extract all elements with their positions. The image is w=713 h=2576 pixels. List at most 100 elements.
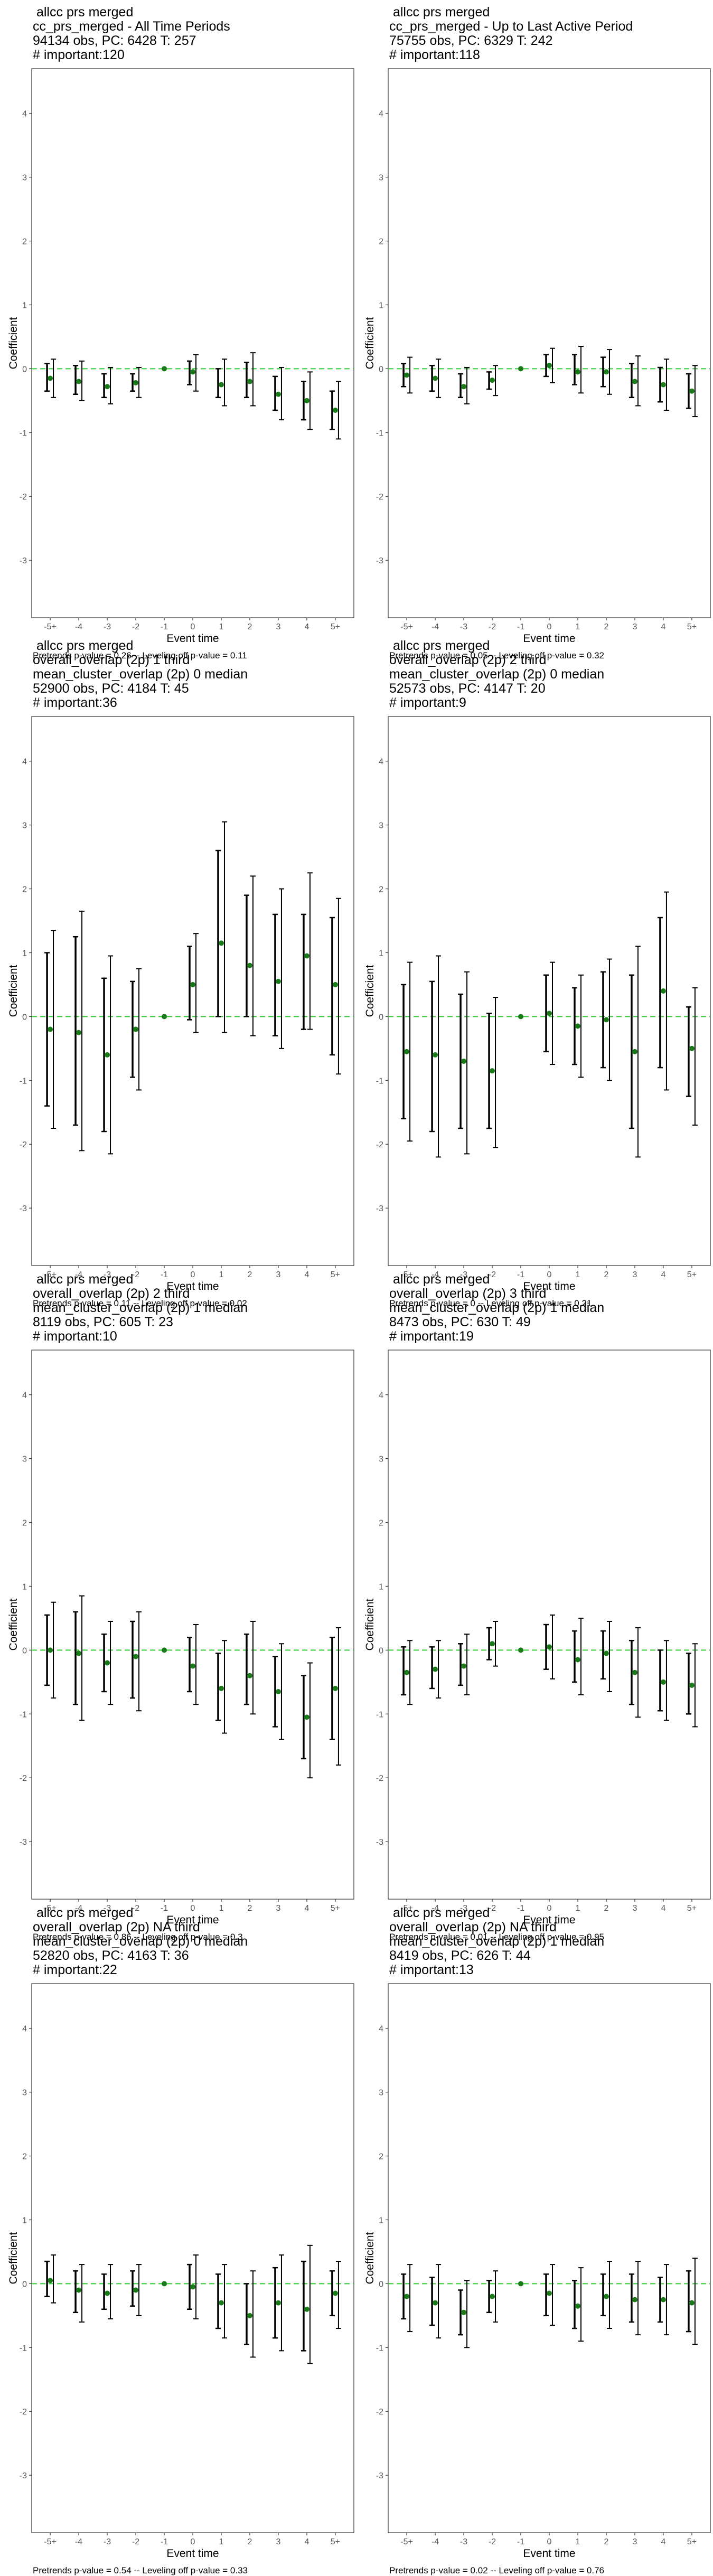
x-tick-label: 5+ xyxy=(687,1904,697,1913)
y-tick-label: 1 xyxy=(22,1582,27,1591)
chart-title: allcc prs merged cc_prs_merged - Up to La… xyxy=(389,5,633,62)
chart-title-line: mean_cluster_overlap (2p) 1 median xyxy=(389,1934,605,1949)
estimate-point xyxy=(490,2294,495,2299)
x-tick-label: -1 xyxy=(517,1904,524,1913)
chart-panel: allcc prs merged cc_prs_merged - All Time… xyxy=(5,0,356,660)
x-tick-label: -5+ xyxy=(400,622,413,631)
y-tick-label: 3 xyxy=(22,2089,27,2098)
estimate-point xyxy=(304,953,309,959)
plot-frame xyxy=(388,1350,711,1900)
y-axis-label: Coefficient xyxy=(7,965,20,1017)
x-tick-label: -1 xyxy=(161,1904,168,1913)
y-tick-label: 1 xyxy=(22,301,27,310)
x-tick-label: -4 xyxy=(75,1904,82,1913)
estimate-point xyxy=(461,1663,467,1669)
y-tick-label: 2 xyxy=(379,885,383,894)
estimate-point xyxy=(247,963,252,968)
estimate-point xyxy=(105,1052,110,1058)
y-tick-label: 0 xyxy=(379,2280,383,2289)
estimate-point xyxy=(575,1023,580,1029)
x-tick-label: 0 xyxy=(191,2537,195,2546)
estimate-point xyxy=(547,1011,552,1016)
chart-title-line: overall_overlap (2p) 2 third xyxy=(33,1286,190,1301)
y-tick-label: 3 xyxy=(379,174,383,183)
chart-title-line: mean_cluster_overlap (2p) 0 median xyxy=(33,1934,248,1949)
y-tick-label: -2 xyxy=(20,1140,27,1149)
chart-title-line: mean_cluster_overlap (2p) 1 median xyxy=(389,1300,605,1315)
x-tick-label: 1 xyxy=(576,1904,580,1913)
p-value-footnote: Pretrends p-value = 0.54 -- Leveling off… xyxy=(33,2565,248,2575)
x-tick-label: 1 xyxy=(219,1904,224,1913)
x-axis-label: Event time xyxy=(523,1914,575,1926)
x-axis-label: Event time xyxy=(166,1280,219,1292)
chart-title-line: mean_cluster_overlap (2p) 1 median xyxy=(33,1300,248,1315)
estimate-point xyxy=(404,1669,410,1675)
estimate-point xyxy=(275,2300,281,2306)
y-tick-label: 0 xyxy=(379,1646,383,1655)
y-tick-label: 4 xyxy=(379,758,383,767)
chart-title-line: 94134 obs, PC: 6428 T: 257 xyxy=(33,33,196,48)
x-tick-label: 0 xyxy=(547,1270,552,1279)
p-value-footnote: Pretrends p-value = 0.05 -- Leveling off… xyxy=(389,650,604,660)
estimate-point xyxy=(433,375,438,381)
chart-title-line: overall_overlap (2p) 2 third xyxy=(389,653,547,667)
y-tick-label: -1 xyxy=(20,1710,27,1719)
chart-title-line: # important:19 xyxy=(389,1329,474,1344)
p-value-footnote: Pretrends p-value = 0.26 -- Leveling off… xyxy=(33,650,247,660)
x-tick-label: 0 xyxy=(191,1270,195,1279)
y-tick-label: 1 xyxy=(22,949,27,958)
x-tick-label: -4 xyxy=(431,2537,439,2546)
estimate-point xyxy=(632,1049,637,1054)
y-tick-label: -3 xyxy=(376,1204,383,1213)
x-tick-label: -1 xyxy=(161,622,168,631)
x-tick-label: 3 xyxy=(632,1270,637,1279)
y-tick-label: 3 xyxy=(22,822,27,831)
x-tick-label: 5+ xyxy=(331,2537,340,2546)
y-tick-label: 2 xyxy=(379,2153,383,2162)
x-tick-label: -3 xyxy=(460,1270,467,1279)
y-axis-label: Coefficient xyxy=(364,1598,376,1650)
chart-title-line: allcc prs merged xyxy=(33,5,134,20)
x-tick-label: -2 xyxy=(489,2537,496,2546)
x-tick-label: -4 xyxy=(431,1904,439,1913)
chart-title-line: mean_cluster_overlap (2p) 0 median xyxy=(33,667,248,682)
x-tick-label: -5+ xyxy=(44,2537,57,2546)
x-tick-label: 5+ xyxy=(331,1270,340,1279)
y-tick-label: 2 xyxy=(22,2153,27,2162)
chart-title-line: # important:36 xyxy=(33,695,117,710)
chart-title-line: 8119 obs, PC: 605 T: 23 xyxy=(33,1315,173,1329)
estimate-point xyxy=(218,382,224,388)
x-tick-label: 2 xyxy=(248,1270,252,1279)
x-tick-label: 2 xyxy=(604,1904,609,1913)
x-tick-label: 0 xyxy=(191,1904,195,1913)
y-tick-label: -3 xyxy=(20,1838,27,1847)
x-tick-label: 5+ xyxy=(687,622,697,631)
x-tick-label: -5+ xyxy=(400,2537,413,2546)
x-tick-label: 3 xyxy=(632,622,637,631)
estimate-point xyxy=(133,2287,139,2293)
x-tick-label: 3 xyxy=(276,1904,280,1913)
y-tick-label: 3 xyxy=(379,822,383,831)
p-value-footnote: Pretrends p-value = 0.86 -- Leveling off… xyxy=(33,1932,243,1942)
x-tick-label: 0 xyxy=(547,2537,552,2546)
x-tick-label: -4 xyxy=(431,622,439,631)
p-value-footnote: Pretrends p-value = 0.02 -- Leveling off… xyxy=(389,2565,604,2575)
x-axis-label: Event time xyxy=(523,2547,575,2560)
chart-panel: allcc prs merged cc_prs_merged - Up to La… xyxy=(362,0,713,660)
y-tick-label: 1 xyxy=(22,2216,27,2225)
plot-frame xyxy=(388,68,711,618)
plot-frame xyxy=(31,1983,354,2533)
x-tick-label: 0 xyxy=(191,622,195,631)
y-tick-label: -2 xyxy=(20,2408,27,2417)
x-tick-label: 3 xyxy=(632,1904,637,1913)
chart-title-line: allcc prs merged xyxy=(389,638,490,653)
estimate-point xyxy=(689,2300,695,2306)
y-tick-label: -2 xyxy=(376,493,383,502)
estimate-point xyxy=(689,388,695,394)
x-tick-label: -2 xyxy=(132,1904,139,1913)
y-axis-label: Coefficient xyxy=(7,317,20,369)
y-tick-label: 3 xyxy=(379,1455,383,1464)
plot-frame xyxy=(31,716,354,1266)
estimate-point xyxy=(603,2294,609,2299)
estimate-point xyxy=(218,1685,224,1691)
